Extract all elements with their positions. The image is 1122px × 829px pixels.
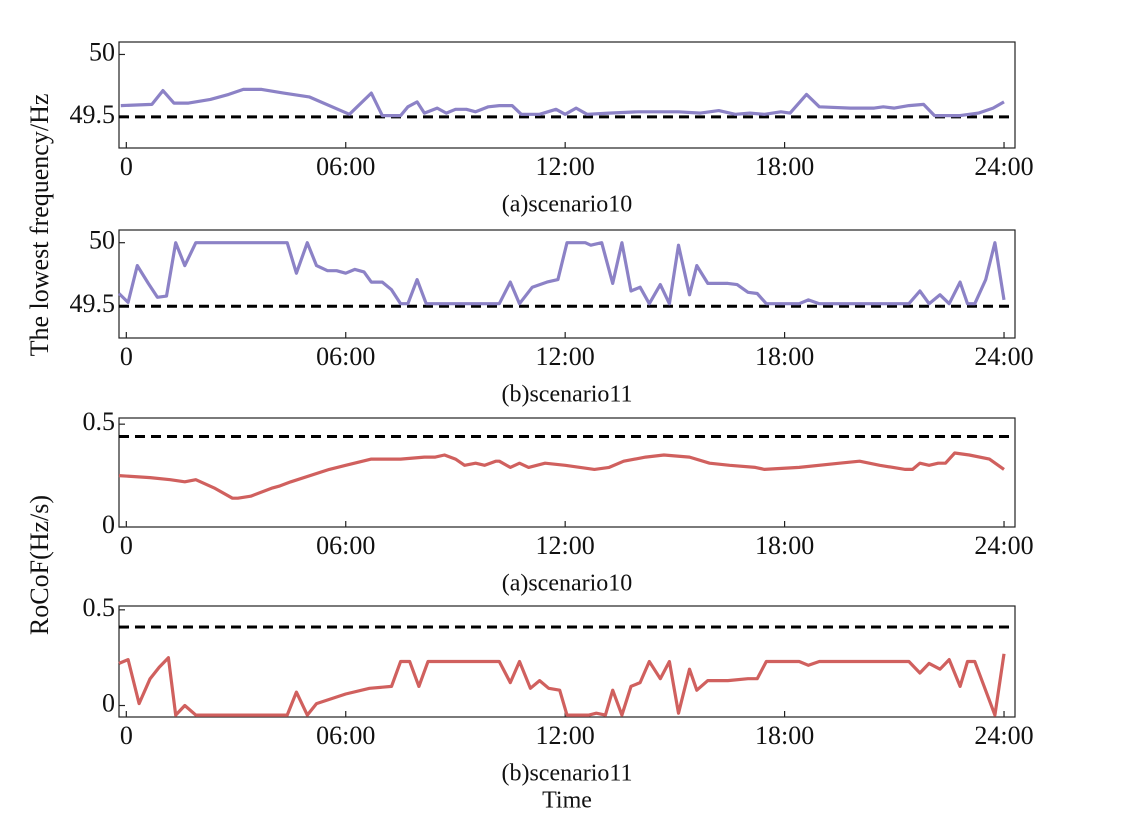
y-tick-label: 50	[89, 37, 115, 66]
plot-frame	[118, 41, 1016, 149]
x-tick-label: 12:00	[536, 531, 595, 560]
x-tick-label: 12:00	[536, 152, 595, 181]
x-axis-label: Time	[542, 788, 592, 814]
x-tick-label: 06:00	[316, 721, 375, 750]
x-tick-label: 24:00	[974, 152, 1033, 181]
plot-frame	[118, 417, 1016, 528]
y-tick-label: 0	[102, 688, 115, 717]
y-tick-label: 0.5	[83, 407, 116, 436]
x-tick-label: 24:00	[974, 531, 1033, 560]
x-tick-label: 18:00	[755, 342, 814, 371]
plot-frame	[118, 605, 1016, 718]
x-tick-label: 12:00	[536, 721, 595, 750]
y-tick-label: 0	[102, 510, 115, 539]
x-tick-label: 0	[120, 721, 133, 750]
x-tick-label: 06:00	[316, 152, 375, 181]
y-axis-label: RoCoF(Hz/s)	[25, 495, 54, 635]
data-line	[118, 653, 1006, 717]
y-tick-label: 50	[89, 226, 115, 255]
x-tick-label: 24:00	[974, 342, 1033, 371]
y-axis-label: The lowest frequency/Hz	[25, 94, 54, 357]
plot-frame	[118, 229, 1016, 339]
data-line	[118, 451, 1005, 500]
data-line	[117, 241, 1006, 306]
y-tick-label: 49.5	[70, 289, 116, 318]
x-tick-label: 06:00	[316, 531, 375, 560]
x-tick-label: 18:00	[755, 721, 814, 750]
x-tick-label: 0	[120, 152, 133, 181]
subplot-title: (a)scenario10	[502, 571, 633, 597]
x-tick-label: 0	[120, 342, 133, 371]
x-tick-label: 18:00	[755, 531, 814, 560]
y-tick-label: 0.5	[83, 593, 116, 622]
x-tick-label: 12:00	[536, 342, 595, 371]
subplot-title: (a)scenario10	[502, 192, 633, 218]
y-tick-label: 49.5	[70, 100, 116, 129]
x-tick-label: 18:00	[755, 152, 814, 181]
subplot-title: (b)scenario11	[501, 761, 632, 787]
x-tick-label: 06:00	[316, 342, 375, 371]
x-tick-label: 0	[120, 531, 133, 560]
subplot-title: (b)scenario11	[501, 382, 632, 408]
x-tick-label: 24:00	[974, 721, 1033, 750]
data-line	[120, 87, 1005, 118]
